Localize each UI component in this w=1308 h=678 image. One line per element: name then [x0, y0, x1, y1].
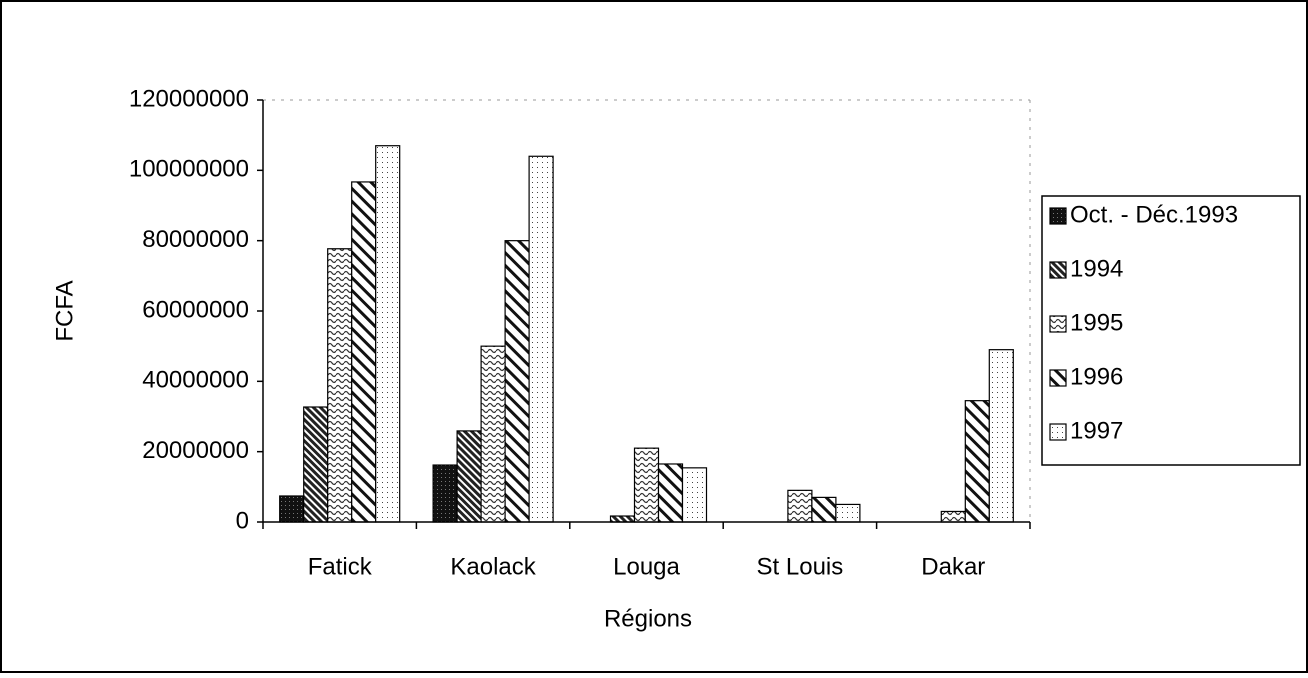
legend-label: Oct. - Déc.1993 [1070, 201, 1238, 228]
legend-swatch [1049, 207, 1067, 225]
legend-label: 1996 [1070, 363, 1123, 390]
y-axis-label: FCFA [51, 280, 78, 341]
y-tick-label: 40000000 [142, 367, 249, 394]
bar [279, 495, 305, 523]
bar [940, 510, 966, 523]
legend-label: 1995 [1070, 309, 1123, 336]
bar [811, 496, 837, 523]
legend-swatch [1049, 315, 1067, 333]
bar [988, 349, 1014, 523]
y-tick-label: 0 [236, 507, 249, 534]
bar [657, 463, 684, 523]
legend-swatch [1049, 261, 1067, 279]
y-tick-label: 20000000 [142, 437, 249, 464]
y-tick-label: 120000000 [129, 85, 249, 112]
bar [609, 515, 636, 523]
x-tick-label: Fatick [308, 553, 373, 580]
legend-label: 1994 [1070, 255, 1123, 282]
bar [681, 467, 708, 523]
bar [456, 430, 482, 523]
bar [504, 240, 530, 523]
y-tick-label: 80000000 [142, 226, 249, 253]
bar [303, 406, 329, 523]
bar [480, 345, 506, 523]
x-axis-label: Régions [604, 605, 692, 632]
bar [787, 489, 813, 523]
bar [964, 400, 990, 523]
bar [432, 464, 458, 523]
bar [633, 447, 660, 523]
y-tick-label: 60000000 [142, 296, 249, 323]
x-tick-label: St Louis [757, 553, 844, 580]
bar [528, 155, 554, 523]
x-tick-label: Dakar [921, 553, 985, 580]
x-tick-label: Louga [613, 553, 680, 580]
legend [1041, 195, 1301, 466]
legend-label: 1997 [1070, 417, 1123, 444]
x-tick-label: Kaolack [450, 553, 536, 580]
bar [327, 248, 353, 523]
legend-swatch [1049, 369, 1067, 387]
legend-swatch [1049, 423, 1067, 441]
y-tick-label: 100000000 [129, 156, 249, 183]
bar [375, 145, 401, 523]
bar [835, 503, 861, 523]
bar [351, 181, 377, 523]
